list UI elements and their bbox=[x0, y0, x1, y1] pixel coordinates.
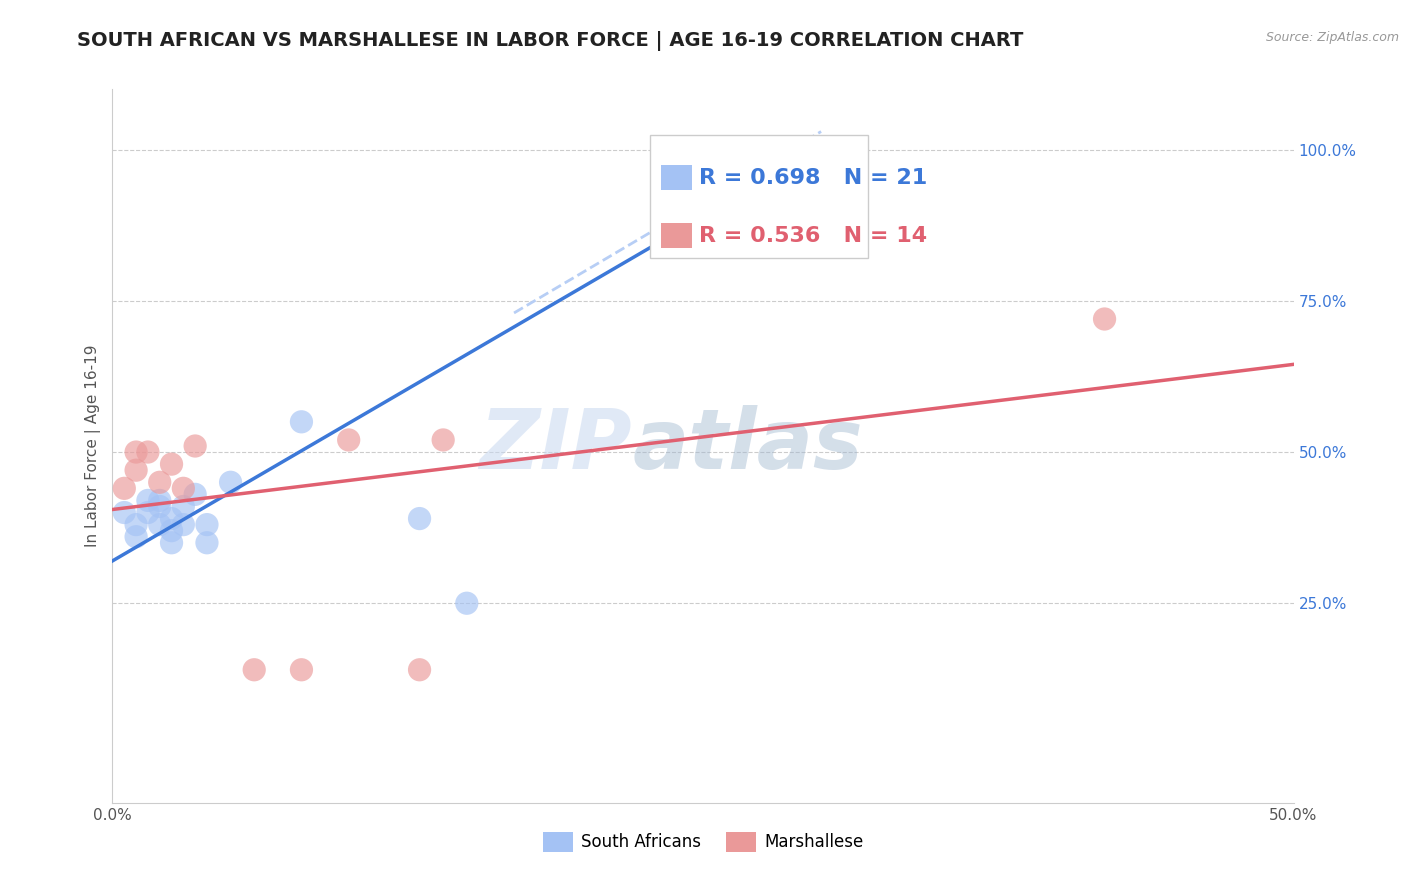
Point bbox=[172, 517, 194, 532]
Point bbox=[160, 535, 183, 549]
Point bbox=[184, 439, 207, 453]
Point bbox=[408, 663, 430, 677]
Point bbox=[112, 506, 135, 520]
Point bbox=[243, 663, 266, 677]
Point bbox=[112, 481, 135, 495]
Point bbox=[786, 161, 808, 175]
Point bbox=[136, 445, 159, 459]
Point bbox=[219, 475, 242, 490]
Text: SOUTH AFRICAN VS MARSHALLESE IN LABOR FORCE | AGE 16-19 CORRELATION CHART: SOUTH AFRICAN VS MARSHALLESE IN LABOR FO… bbox=[77, 31, 1024, 51]
Point bbox=[337, 433, 360, 447]
Point bbox=[290, 415, 312, 429]
Point bbox=[172, 481, 194, 495]
Point bbox=[408, 511, 430, 525]
Point bbox=[149, 517, 172, 532]
Point bbox=[125, 517, 148, 532]
Point bbox=[149, 500, 172, 514]
Point bbox=[160, 524, 183, 538]
Text: Source: ZipAtlas.com: Source: ZipAtlas.com bbox=[1265, 31, 1399, 45]
Text: ZIP: ZIP bbox=[479, 406, 633, 486]
Point bbox=[136, 493, 159, 508]
Point bbox=[456, 596, 478, 610]
Point bbox=[184, 487, 207, 501]
Point bbox=[432, 433, 454, 447]
Legend: South Africans, Marshallese: South Africans, Marshallese bbox=[536, 825, 870, 859]
Point bbox=[195, 535, 218, 549]
Point bbox=[172, 500, 194, 514]
Text: R = 0.698   N = 21: R = 0.698 N = 21 bbox=[699, 168, 927, 187]
Text: atlas: atlas bbox=[633, 406, 863, 486]
Point bbox=[160, 511, 183, 525]
Point bbox=[149, 493, 172, 508]
Point bbox=[136, 506, 159, 520]
Point bbox=[149, 475, 172, 490]
Point bbox=[195, 517, 218, 532]
Text: R = 0.536   N = 14: R = 0.536 N = 14 bbox=[699, 226, 927, 246]
Point bbox=[125, 463, 148, 477]
Point bbox=[125, 445, 148, 459]
Point bbox=[125, 530, 148, 544]
Y-axis label: In Labor Force | Age 16-19: In Labor Force | Age 16-19 bbox=[86, 344, 101, 548]
Point bbox=[290, 663, 312, 677]
Point bbox=[1094, 312, 1116, 326]
Point bbox=[160, 457, 183, 471]
